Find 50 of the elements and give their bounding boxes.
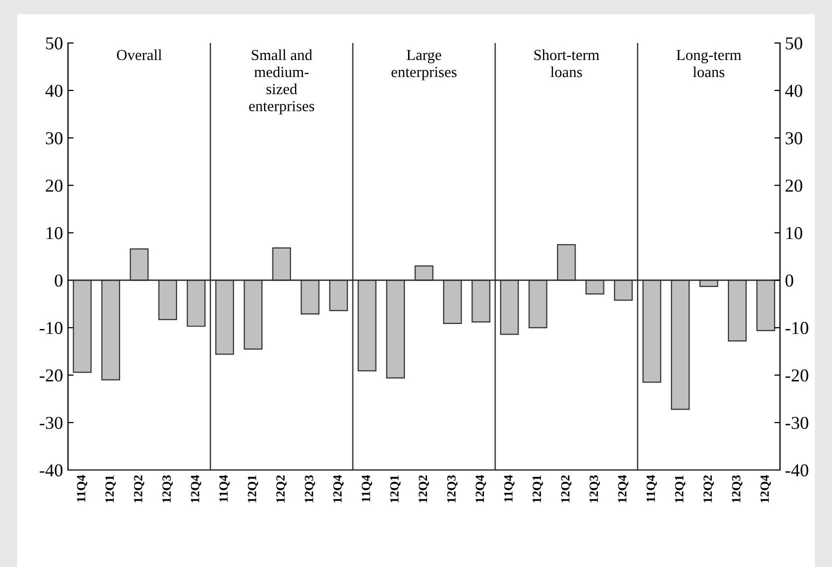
- y2-tick-label: -20: [786, 369, 808, 382]
- annotation: Short-term loans: [534, 49, 600, 78]
- x-tick-label: 12Q1: [532, 476, 543, 502]
- y-tick-label: -20: [40, 369, 62, 382]
- x-tick-label: 12Q3: [304, 475, 316, 502]
- y2-tick-label: 0: [786, 274, 794, 287]
- x-tick-label: 12Q3: [162, 475, 173, 502]
- annotation: Large enterprises: [392, 50, 457, 80]
- x-tick-label: 11Q4: [219, 475, 230, 502]
- y2-tick-label: -10: [786, 322, 808, 334]
- y2-tick-label: 10: [786, 227, 802, 240]
- x-tick-label: 12Q1: [675, 476, 686, 502]
- x-tick-label: 11Q4: [504, 475, 514, 502]
- y-tick-label: -10: [40, 322, 62, 334]
- x-tick-label: 12Q2: [276, 475, 287, 502]
- y2-tick-label: 30: [786, 132, 802, 144]
- y2-tick-label: -30: [786, 416, 808, 429]
- annotation: Overall: [116, 49, 162, 60]
- x-tick-label: 12Q1: [248, 476, 258, 502]
- y-tick-label: 30: [46, 132, 62, 144]
- y2-tick-label: -40: [786, 464, 808, 476]
- annotation: Long-term loans: [676, 50, 742, 78]
- x-tick-label: 12Q4: [760, 475, 771, 502]
- y-tick-label: 10: [46, 227, 62, 240]
- x-tick-label: 11Q4: [646, 475, 657, 502]
- y-tick-label: -40: [40, 464, 62, 476]
- y-tick-label: 40: [45, 84, 62, 97]
- x-tick-label: 12Q4: [476, 475, 486, 502]
- x-tick-label: 12Q2: [134, 475, 144, 502]
- x-tick-label: 11Q4: [362, 475, 372, 502]
- x-tick-label: 12Q4: [333, 475, 344, 502]
- y2-tick-label: 50: [786, 37, 802, 50]
- annotation: Small and medium- sized enterprises: [249, 49, 314, 114]
- x-tick-label: 12Q4: [190, 475, 202, 502]
- x-tick-label: 12Q2: [561, 475, 572, 502]
- y-tick-label: -30: [40, 416, 62, 429]
- x-tick-label: 12Q3: [447, 475, 458, 502]
- x-tick-label: 12Q1: [390, 476, 401, 502]
- y2-tick-label: 40: [785, 84, 802, 97]
- y-tick-label: 50: [46, 37, 62, 50]
- x-tick-label: 12Q1: [105, 476, 116, 502]
- x-tick-label: 12Q3: [732, 475, 742, 502]
- y-tick-label: 0: [54, 274, 62, 287]
- y-tick-label: 20: [46, 180, 62, 192]
- y2-tick-label: 20: [786, 180, 802, 192]
- x-tick-label: 12Q2: [704, 475, 714, 502]
- x-tick-label: 12Q3: [590, 475, 600, 502]
- x-tick-label: 11Q4: [76, 475, 88, 502]
- x-tick-label: 12Q2: [418, 475, 430, 502]
- x-tick-label: 12Q4: [618, 475, 628, 502]
